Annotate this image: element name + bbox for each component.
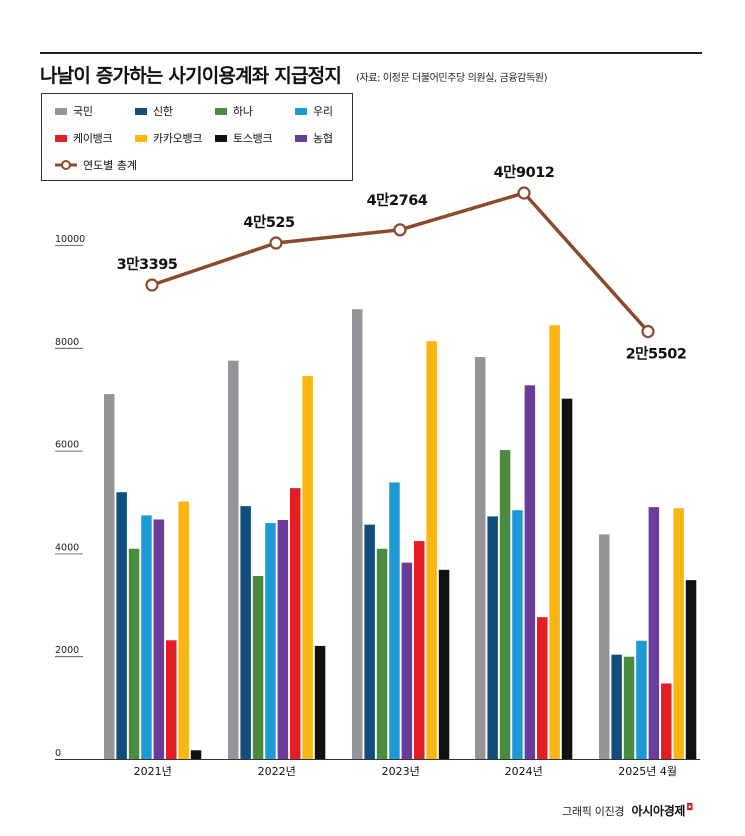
bar-8-1 (190, 750, 202, 759)
totals-data-label: 4만9012 (494, 164, 555, 181)
legend-item-tossbank: 토스뱅크 (215, 130, 273, 146)
title-rule (40, 52, 702, 54)
totals-point (393, 223, 407, 237)
bar-7-3 (426, 341, 437, 759)
bar-7-1 (178, 501, 189, 759)
bar-8-2 (314, 645, 326, 759)
legend-item-kbank: 케이뱅크 (55, 130, 113, 146)
bar-1-3 (352, 309, 363, 759)
bar-2-3 (364, 524, 375, 759)
graphic-credit: 그래픽 이진경 (562, 805, 625, 818)
legend-swatch-tossbank (215, 134, 227, 142)
legend-item-kookmin: 국민 (55, 103, 93, 119)
totals-point (517, 186, 531, 200)
legend-swatch-hana (215, 107, 227, 115)
bar-5-4 (524, 385, 536, 759)
totals-point (641, 324, 655, 339)
legend-label-kbank: 케이뱅크 (73, 132, 113, 145)
totals-data-label: 4만525 (243, 214, 295, 231)
bar-3-3 (376, 548, 388, 759)
brand-logo: 아시아경제 (631, 804, 686, 818)
legend-label-total: 연도별 총계 (83, 159, 138, 172)
legend-swatch-kookmin (55, 107, 67, 115)
bar-3-2 (252, 576, 264, 759)
bar-5-2 (277, 519, 289, 759)
legend-label-kookmin: 국민 (73, 105, 93, 118)
y-tick-label: 0 (55, 748, 61, 759)
legend-item-total: 연도별 총계 (55, 157, 137, 173)
bar-6-5 (661, 683, 672, 759)
bar-1-5 (599, 534, 610, 759)
legend-label-tossbank: 토스뱅크 (233, 132, 273, 145)
bar-6-2 (290, 488, 301, 759)
bar-5-1 (153, 519, 165, 759)
totals-data-label: 2만5502 (626, 345, 687, 362)
source-note: (자료: 이정문 더불어민주당 의원실, 금융감독원) (356, 73, 548, 84)
bar-4-5 (636, 640, 647, 759)
y-tick-label: 8000 (55, 337, 79, 348)
legend-line-marker-icon (55, 160, 77, 170)
legend-label-woori: 우리 (313, 105, 333, 118)
legend-label-nonghyup: 농협 (313, 132, 333, 145)
bar-2-2 (240, 506, 251, 759)
legend-label-shinhan: 신한 (153, 105, 173, 118)
bar-4-4 (512, 510, 523, 759)
bar-2-1 (116, 492, 127, 759)
bar-2-4 (487, 516, 498, 759)
bar-1-2 (228, 360, 239, 759)
bar-4-1 (141, 515, 152, 759)
bar-6-3 (414, 541, 425, 759)
brand-mark-icon: ◘ (686, 803, 693, 814)
x-tick-label: 2021년 (134, 765, 172, 778)
bar-6-1 (166, 640, 177, 759)
bar-8-5 (685, 580, 697, 759)
bar-2-5 (611, 654, 622, 759)
x-tick-label: 2025년 4월 (618, 765, 677, 778)
legend-label-hana: 하나 (233, 105, 253, 118)
legend-swatch-nonghyup (295, 134, 307, 142)
bar-7-5 (673, 508, 684, 759)
legend-item-nonghyup: 농협 (295, 130, 333, 146)
y-tick-label: 4000 (55, 542, 79, 553)
bar-3-1 (128, 548, 140, 759)
x-tick-label: 2024년 (505, 765, 543, 778)
totals-point (145, 278, 159, 292)
legend-label-kakaobank: 카카오뱅크 (153, 132, 203, 145)
legend-swatch-kbank (55, 134, 67, 142)
x-tick-label: 2023년 (382, 765, 420, 778)
totals-point (269, 236, 283, 250)
chart-title: 나날이 증가하는 사기이용계좌 지급정지 (40, 65, 342, 87)
bar-5-3 (401, 562, 413, 759)
bar-6-4 (537, 617, 548, 759)
bar-3-4 (499, 450, 511, 759)
bar-7-2 (302, 376, 313, 759)
bar-3-5 (623, 656, 635, 759)
legend-swatch-woori (295, 107, 307, 115)
bar-1-4 (475, 357, 486, 759)
legend-item-woori: 우리 (295, 103, 333, 119)
x-tick-label: 2022년 (258, 765, 296, 778)
bar-4-2 (265, 523, 276, 759)
footer-credit: 그래픽 이진경 아시아경제◘ (562, 802, 693, 819)
totals-line (151, 191, 650, 333)
legend-item-hana: 하나 (215, 103, 253, 119)
legend: 국민 신한 하나 우리 케이뱅크 카카오뱅크 토스뱅크 농협 연도별 총계 (41, 93, 353, 181)
legend-swatch-kakaobank (135, 134, 147, 142)
bar-4-3 (389, 482, 400, 759)
bar-8-3 (438, 569, 450, 759)
y-tick-label: 2000 (55, 645, 79, 656)
y-tick-label: 6000 (55, 440, 79, 451)
bar-1-1 (104, 394, 115, 759)
legend-item-kakaobank: 카카오뱅크 (135, 130, 202, 146)
legend-item-shinhan: 신한 (135, 103, 173, 119)
bar-7-4 (549, 325, 560, 759)
bar-5-5 (648, 507, 660, 759)
y-tick-label: 10000 (55, 234, 85, 245)
legend-swatch-shinhan (135, 107, 147, 115)
totals-data-label: 4만2764 (367, 192, 428, 209)
totals-data-label: 3만3395 (117, 256, 178, 273)
bar-8-4 (561, 398, 573, 759)
